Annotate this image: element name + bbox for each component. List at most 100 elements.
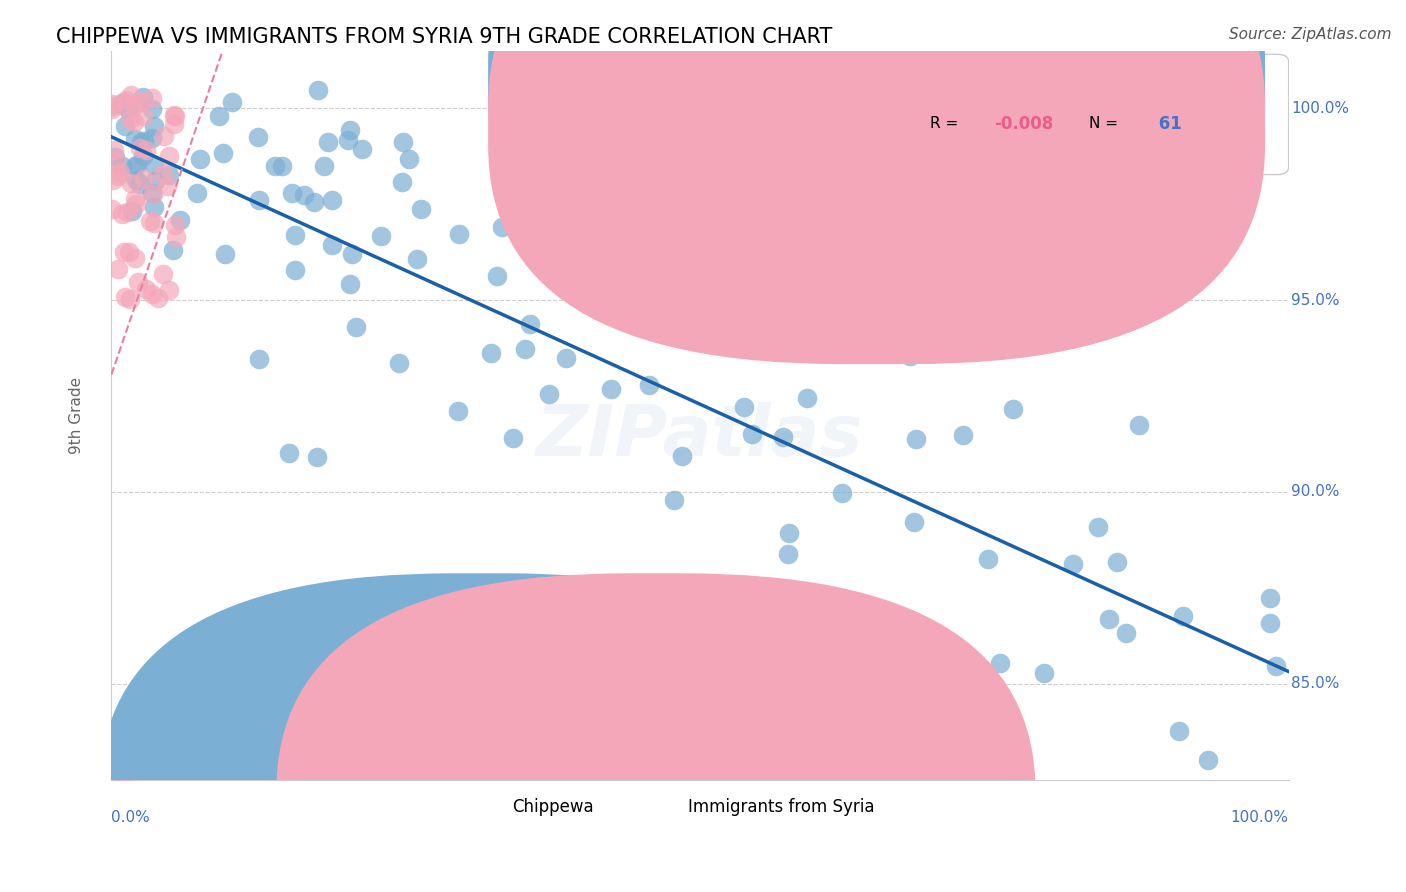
- Point: [208, 109, 231, 123]
- Text: CHIPPEWA VS IMMIGRANTS FROM SYRIA 9TH GRADE CORRELATION CHART: CHIPPEWA VS IMMIGRANTS FROM SYRIA 9TH GR…: [56, 27, 832, 46]
- Point: [772, 430, 794, 444]
- Point: [479, 345, 502, 359]
- Point: [1264, 658, 1286, 673]
- Point: [157, 284, 180, 298]
- Point: [127, 158, 149, 172]
- Point: [491, 220, 513, 235]
- Text: N =: N =: [1088, 116, 1122, 131]
- Point: [988, 656, 1011, 670]
- Point: [125, 173, 148, 187]
- Text: -0.008: -0.008: [994, 114, 1053, 133]
- Point: [904, 432, 927, 446]
- Point: [1115, 625, 1137, 640]
- Point: [314, 159, 336, 173]
- Point: [124, 707, 146, 722]
- Point: [115, 93, 138, 107]
- Point: [111, 207, 134, 221]
- Point: [124, 699, 146, 714]
- Point: [101, 202, 124, 217]
- Point: [114, 96, 136, 111]
- Point: [114, 119, 136, 133]
- Point: [555, 351, 578, 365]
- Text: 61: 61: [1153, 114, 1182, 133]
- Point: [1168, 723, 1191, 738]
- Point: [1032, 665, 1054, 680]
- Point: [132, 109, 155, 123]
- Point: [409, 202, 432, 216]
- Text: 100.0%: 100.0%: [1291, 101, 1348, 116]
- Text: Source: ZipAtlas.com: Source: ZipAtlas.com: [1229, 27, 1392, 42]
- Point: [132, 149, 155, 163]
- Point: [101, 102, 124, 116]
- Point: [733, 400, 755, 414]
- Point: [589, 279, 612, 293]
- Point: [112, 772, 135, 787]
- Point: [1171, 608, 1194, 623]
- Point: [221, 95, 243, 109]
- Point: [502, 431, 524, 445]
- Point: [101, 173, 124, 187]
- Point: [163, 117, 186, 131]
- Point: [152, 267, 174, 281]
- Point: [131, 95, 153, 109]
- Point: [513, 342, 536, 356]
- Text: Chippewa: Chippewa: [512, 798, 593, 816]
- Point: [806, 304, 828, 318]
- Point: [305, 450, 328, 465]
- Point: [519, 317, 541, 331]
- Point: [1128, 418, 1150, 433]
- Point: [169, 213, 191, 227]
- Point: [152, 167, 174, 181]
- Point: [898, 349, 921, 363]
- Text: -0.228: -0.228: [994, 70, 1054, 89]
- Point: [115, 204, 138, 219]
- Point: [124, 131, 146, 145]
- Point: [316, 135, 339, 149]
- FancyBboxPatch shape: [100, 574, 859, 892]
- Point: [129, 696, 152, 710]
- Point: [165, 218, 187, 232]
- Point: [638, 378, 661, 392]
- Point: [977, 552, 1000, 566]
- Point: [247, 351, 270, 366]
- Point: [307, 83, 329, 97]
- Point: [143, 200, 166, 214]
- Point: [101, 99, 124, 113]
- Point: [321, 193, 343, 207]
- Point: [132, 134, 155, 148]
- Point: [1001, 401, 1024, 416]
- Point: [486, 269, 509, 284]
- Point: [321, 238, 343, 252]
- Point: [139, 214, 162, 228]
- Point: [141, 91, 163, 105]
- Text: 85.0%: 85.0%: [1291, 676, 1340, 691]
- Point: [339, 123, 361, 137]
- Point: [114, 289, 136, 303]
- Point: [107, 169, 129, 183]
- Point: [388, 356, 411, 370]
- Point: [339, 277, 361, 292]
- Point: [188, 152, 211, 166]
- Point: [125, 96, 148, 111]
- Point: [790, 313, 813, 327]
- Point: [142, 120, 165, 134]
- Point: [135, 282, 157, 296]
- Point: [157, 168, 180, 182]
- Point: [344, 320, 367, 334]
- Point: [163, 109, 186, 123]
- Point: [142, 216, 165, 230]
- Point: [778, 525, 800, 540]
- Point: [121, 203, 143, 218]
- Point: [952, 428, 974, 442]
- Point: [1260, 591, 1282, 606]
- Point: [340, 247, 363, 261]
- Point: [135, 143, 157, 157]
- Point: [1197, 753, 1219, 767]
- Point: [103, 143, 125, 157]
- Text: 90.0%: 90.0%: [1291, 484, 1340, 500]
- Point: [741, 426, 763, 441]
- Point: [120, 112, 142, 127]
- Point: [129, 141, 152, 155]
- Point: [277, 446, 299, 460]
- Point: [302, 195, 325, 210]
